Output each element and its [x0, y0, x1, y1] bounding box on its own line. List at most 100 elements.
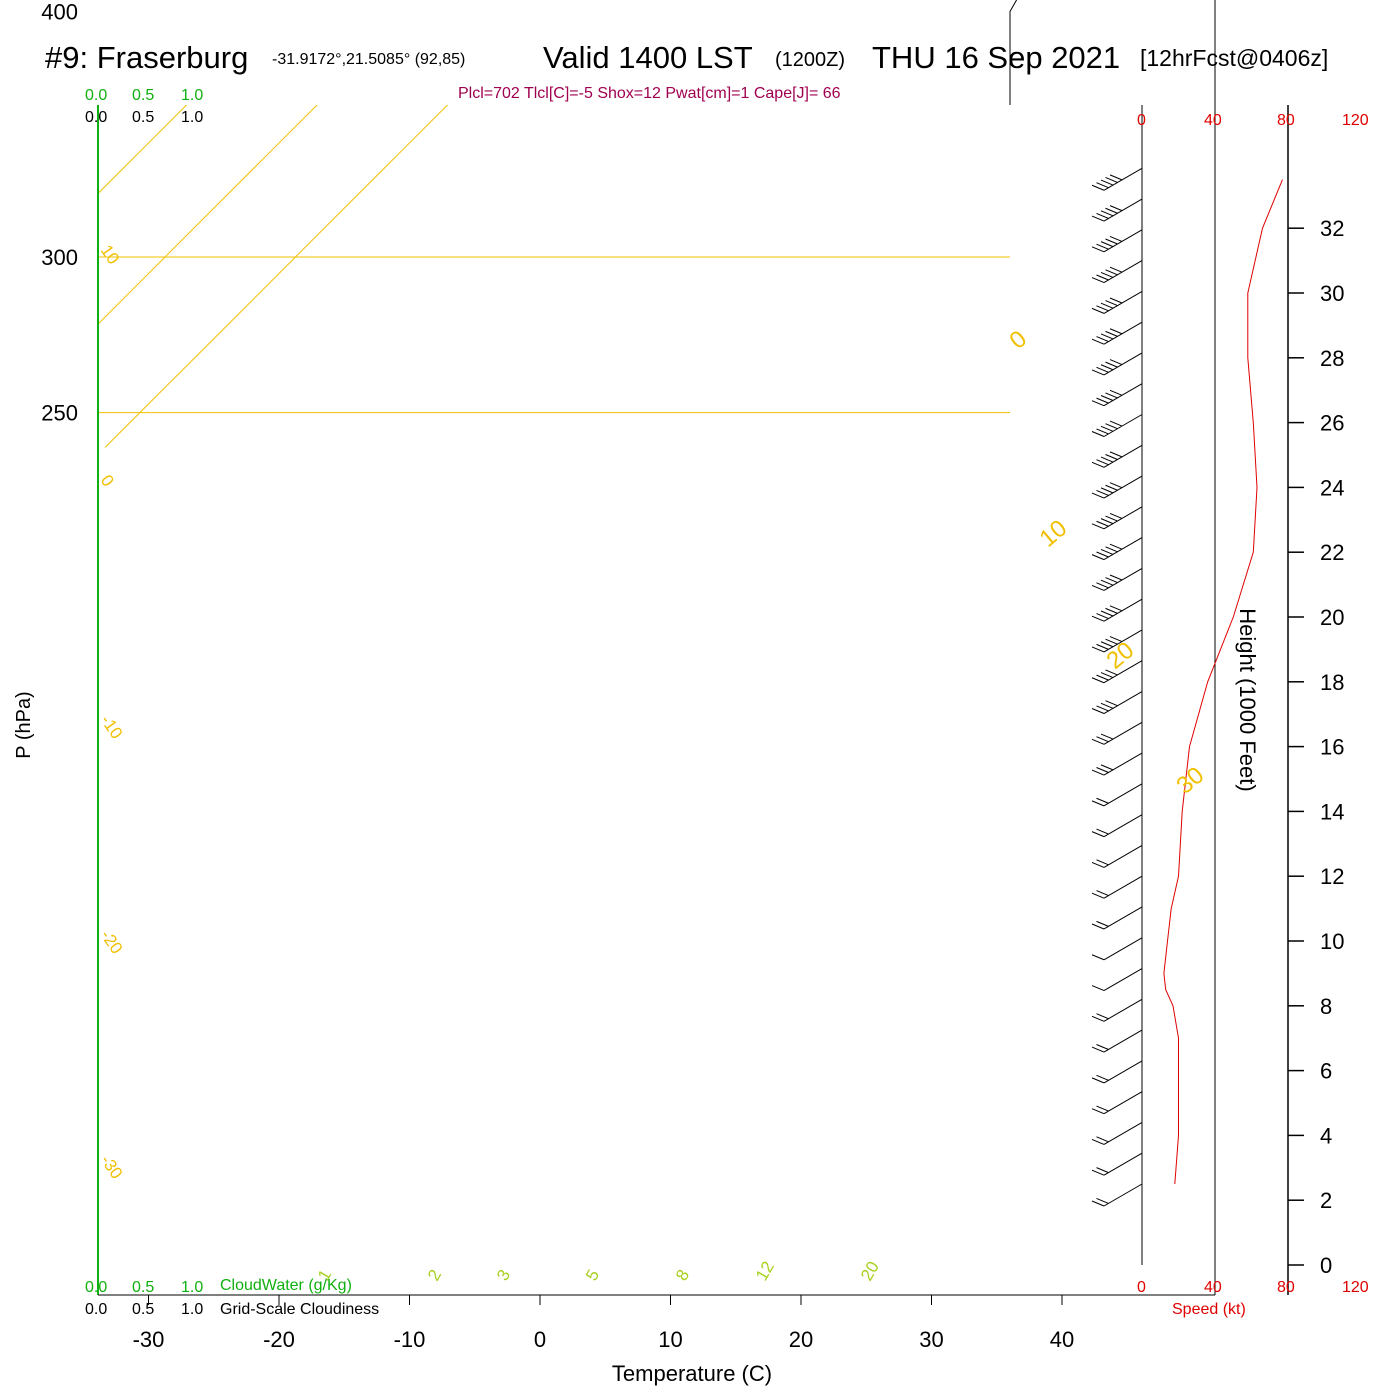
x-tick-labels: -30 -20 -10 0 10 20 30 40: [133, 1295, 1074, 1352]
frame-outline: [1009, 0, 1216, 1295]
pressure-tick-label: 300: [41, 245, 78, 270]
top-cloudiness-tick-2: 1.0: [181, 109, 203, 126]
x-tick-label: -20: [263, 1327, 295, 1352]
wind-barb: [1091, 383, 1143, 407]
wind-barb: [1091, 475, 1143, 499]
wind-barb: [1091, 937, 1143, 961]
y-axis-label: P (hPa): [13, 691, 35, 758]
bottom-cloudiness-tick-2: 1.0: [181, 1301, 203, 1318]
wind-barb: [1091, 229, 1143, 253]
wind-barb: [1091, 567, 1143, 591]
wind-barb: [1091, 321, 1143, 345]
wind-barb: [1091, 290, 1143, 314]
wind-barb: [1091, 1091, 1143, 1115]
dry-adiabat-label: -10: [97, 711, 127, 742]
wind-barb: [1091, 660, 1143, 684]
height-tick-label: 24: [1320, 475, 1344, 500]
wind-barb: [1091, 752, 1143, 776]
top-speed-tick-0: 0: [1137, 112, 1146, 129]
wind-barb: [1091, 721, 1143, 745]
height-tick-label: 18: [1320, 670, 1344, 695]
bottom-cloudiness-tick-0: 0.0: [85, 1301, 107, 1318]
bottom-cloudwater-tick-2: 1.0: [181, 1279, 203, 1296]
height-tick-label: 2: [1320, 1188, 1332, 1213]
bottom-cloudwater-tick-1: 0.5: [132, 1279, 154, 1296]
wind-barb: [1091, 875, 1143, 899]
date-text: THU 16 Sep 2021: [872, 40, 1120, 75]
bottom-speed-tick-2: 80: [1277, 1279, 1295, 1296]
x-tick-label: -10: [394, 1327, 426, 1352]
height-tick-label: 22: [1320, 540, 1344, 565]
bottom-speed-tick-0: 0: [1137, 1279, 1146, 1296]
mixing-ratio-line: [0, 0, 649, 12]
clipped-background: [0, 0, 1010, 448]
forecast-text: [12hrFcst@0406z]: [1140, 45, 1328, 71]
height-tick-label: 30: [1320, 281, 1344, 306]
x-tick-label: 40: [1050, 1327, 1074, 1352]
wind-barb: [1091, 444, 1143, 468]
wind-barb: [1091, 783, 1143, 807]
height-tick-label: 16: [1320, 735, 1344, 760]
dry-adiabat-label: 10: [97, 241, 123, 267]
wind-barb: [1091, 414, 1143, 437]
pressure-tick-label: 250: [41, 401, 78, 426]
height-tick-label: 20: [1320, 605, 1344, 630]
wind-barb: [1091, 814, 1143, 838]
mixing-ratio-label: 20: [857, 1258, 883, 1284]
wind-barb: [1091, 906, 1143, 930]
top-cloudwater-tick-2: 1.0: [181, 87, 203, 104]
valid-time: Valid 1400 LST: [543, 40, 753, 75]
wind-barb: [1091, 198, 1143, 222]
height-tick-label: 14: [1320, 799, 1344, 824]
background-lines: [0, 0, 1010, 1295]
bottom-cloudwater-tick-0: 0.0: [85, 1279, 107, 1296]
height-tick-label: 26: [1320, 411, 1344, 436]
wind-barb: [1091, 691, 1143, 714]
dry-adiabat-label: 20: [1102, 637, 1140, 675]
wind-speed-line: [1163, 179, 1283, 1185]
height-tick-label: 8: [1320, 994, 1332, 1019]
dry-adiabat-label: -30: [97, 1151, 127, 1182]
pressure-tick-label: 400: [41, 0, 78, 24]
height-tick-label: 6: [1320, 1059, 1332, 1084]
wind-barb: [1091, 260, 1143, 284]
wind-barb: [1091, 167, 1143, 191]
height-tick-label: 32: [1320, 216, 1344, 241]
wind-barb: [1091, 537, 1143, 561]
top-cloudiness-tick-1: 0.5: [132, 109, 154, 126]
height-tick-label: 4: [1320, 1123, 1332, 1148]
x-tick-label: 20: [789, 1327, 813, 1352]
wind-barb: [1091, 629, 1143, 653]
mixing-ratio-line: [0, 0, 925, 12]
wind-barb: [1091, 998, 1143, 1022]
x-tick-label: 10: [658, 1327, 682, 1352]
wind-barb: [1091, 1152, 1143, 1176]
mixing-ratio-line: [0, 0, 819, 12]
wind-barb: [1091, 1060, 1143, 1084]
top-speed-tick-2: 80: [1277, 112, 1295, 129]
top-cloudwater-tick-0: 0.0: [85, 87, 107, 104]
bottom-cloudiness-tick-1: 0.5: [132, 1301, 154, 1318]
x-tick-label: 30: [919, 1327, 943, 1352]
top-speed-tick-3: 120: [1342, 112, 1369, 129]
wind-barb: [1091, 1029, 1143, 1053]
wind-barb: [1091, 506, 1143, 530]
pressure-tick-labels: 2503004005007008501000: [41, 0, 78, 426]
zulu-time: (1200Z): [775, 49, 845, 71]
dry-adiabat-label: -20: [97, 926, 127, 957]
height-tick-label: 0: [1320, 1253, 1332, 1278]
bottom-speed-tick-1: 40: [1204, 1279, 1222, 1296]
speed-label: Speed (kt): [1172, 1301, 1246, 1318]
wind-barb: [1091, 598, 1143, 622]
dry-adiabat-label: 0: [1005, 325, 1033, 354]
mixing-ratio-line: [0, 0, 557, 12]
height-tick-label: 10: [1320, 929, 1344, 954]
height-tick-label: 28: [1320, 346, 1344, 371]
top-cloudwater-tick-1: 0.5: [132, 87, 154, 104]
wind-barb: [1091, 352, 1143, 376]
height-axis-label: Height (1000 Feet): [1235, 608, 1260, 791]
mixing-ratio-label: 5: [582, 1266, 603, 1284]
